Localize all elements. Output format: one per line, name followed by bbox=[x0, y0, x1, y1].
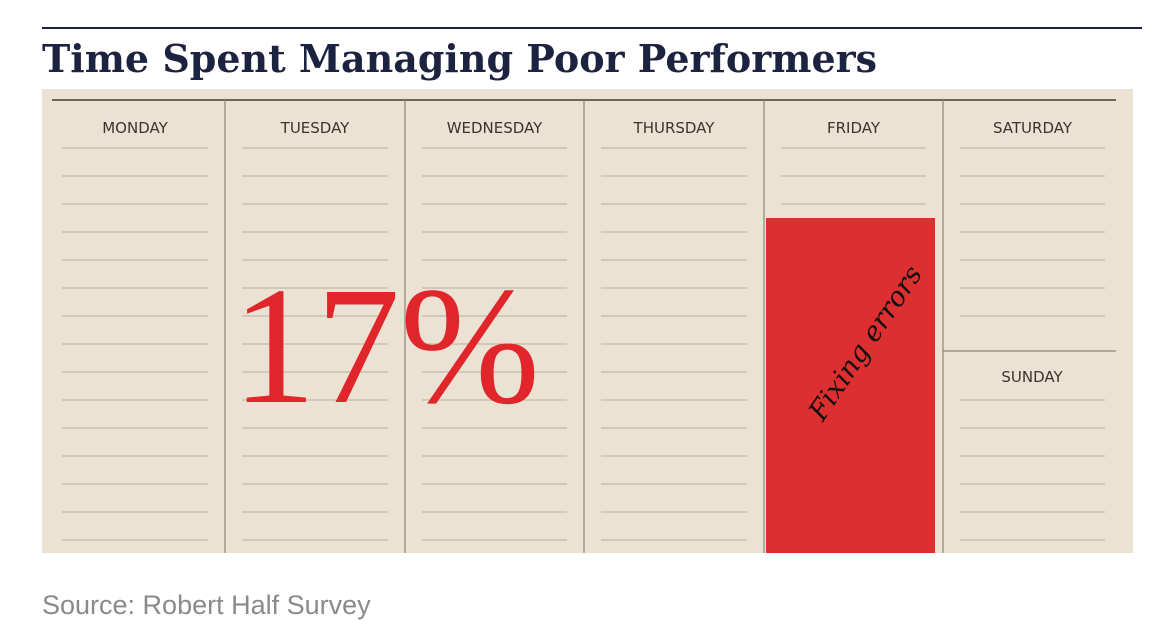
title: Time Spent Managing Poor Performers bbox=[42, 36, 877, 81]
highlight-block bbox=[766, 218, 935, 553]
day-label: WEDNESDAY bbox=[447, 119, 543, 137]
calendar: MONDAY TUESDAY WEDNESDAY THURSDAY FRIDAY SATU… bbox=[42, 89, 1133, 553]
day-label: FRIDAY bbox=[827, 119, 881, 137]
day-label: THURSDAY bbox=[633, 119, 716, 137]
day-label: SATURDAY bbox=[993, 119, 1073, 137]
day-label: MONDAY bbox=[102, 119, 168, 137]
day-label: SUNDAY bbox=[1001, 368, 1063, 386]
calendar-background bbox=[42, 89, 1133, 553]
source: Source: Robert Half Survey bbox=[42, 590, 371, 620]
day-label: TUESDAY bbox=[280, 119, 351, 137]
big-stat: 17% bbox=[232, 253, 540, 439]
